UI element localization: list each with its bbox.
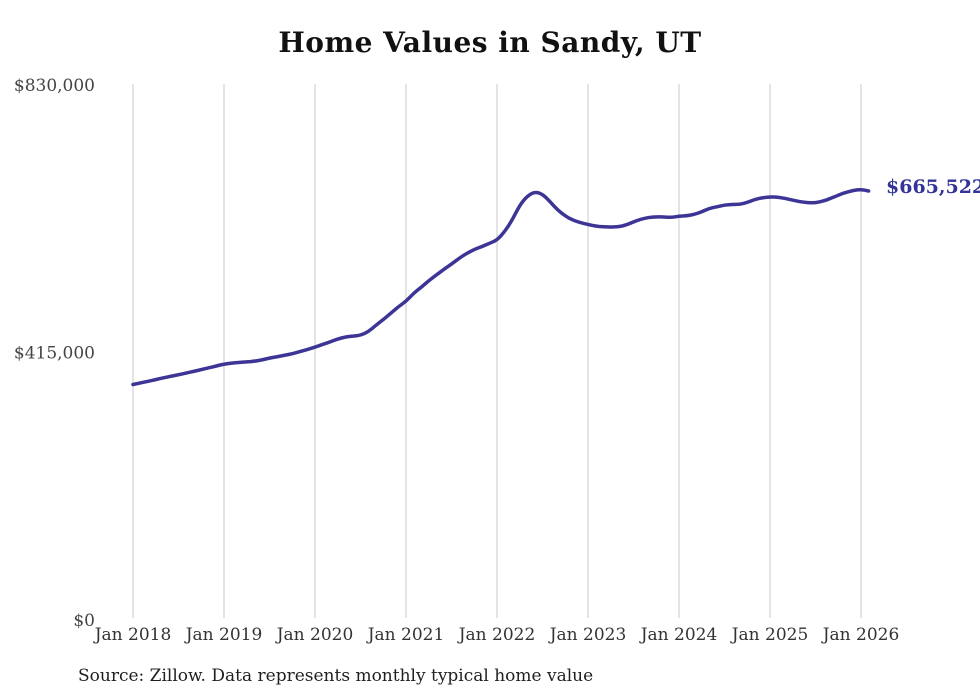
x-tick-label: Jan 2018 xyxy=(93,625,172,645)
line-chart-plot: Jan 2018 Jan 2019 Jan 2020 Jan 2021 Jan 2022… xyxy=(14,76,900,645)
x-tick-label: Jan 2021 xyxy=(366,625,445,645)
chart-title: Home Values in Sandy, UT xyxy=(278,26,702,59)
home-value-line xyxy=(131,187,871,387)
x-tick-label: Jan 2024 xyxy=(639,625,718,645)
x-tick-label: Jan 2020 xyxy=(275,625,354,645)
x-tick-label: Jan 2023 xyxy=(548,625,627,645)
source-note: Source: Zillow. Data represents monthly … xyxy=(78,666,594,686)
x-tick-label: Jan 2026 xyxy=(821,625,900,645)
y-tick-label: $415,000 xyxy=(14,344,95,364)
x-tick-label: Jan 2022 xyxy=(457,625,536,645)
y-tick-label: $0 xyxy=(73,611,95,631)
y-tick-label: $830,000 xyxy=(14,76,95,96)
end-value-label: $665,522 xyxy=(886,176,980,198)
x-tick-label: Jan 2019 xyxy=(184,625,263,645)
x-tick-label: Jan 2025 xyxy=(730,625,809,645)
